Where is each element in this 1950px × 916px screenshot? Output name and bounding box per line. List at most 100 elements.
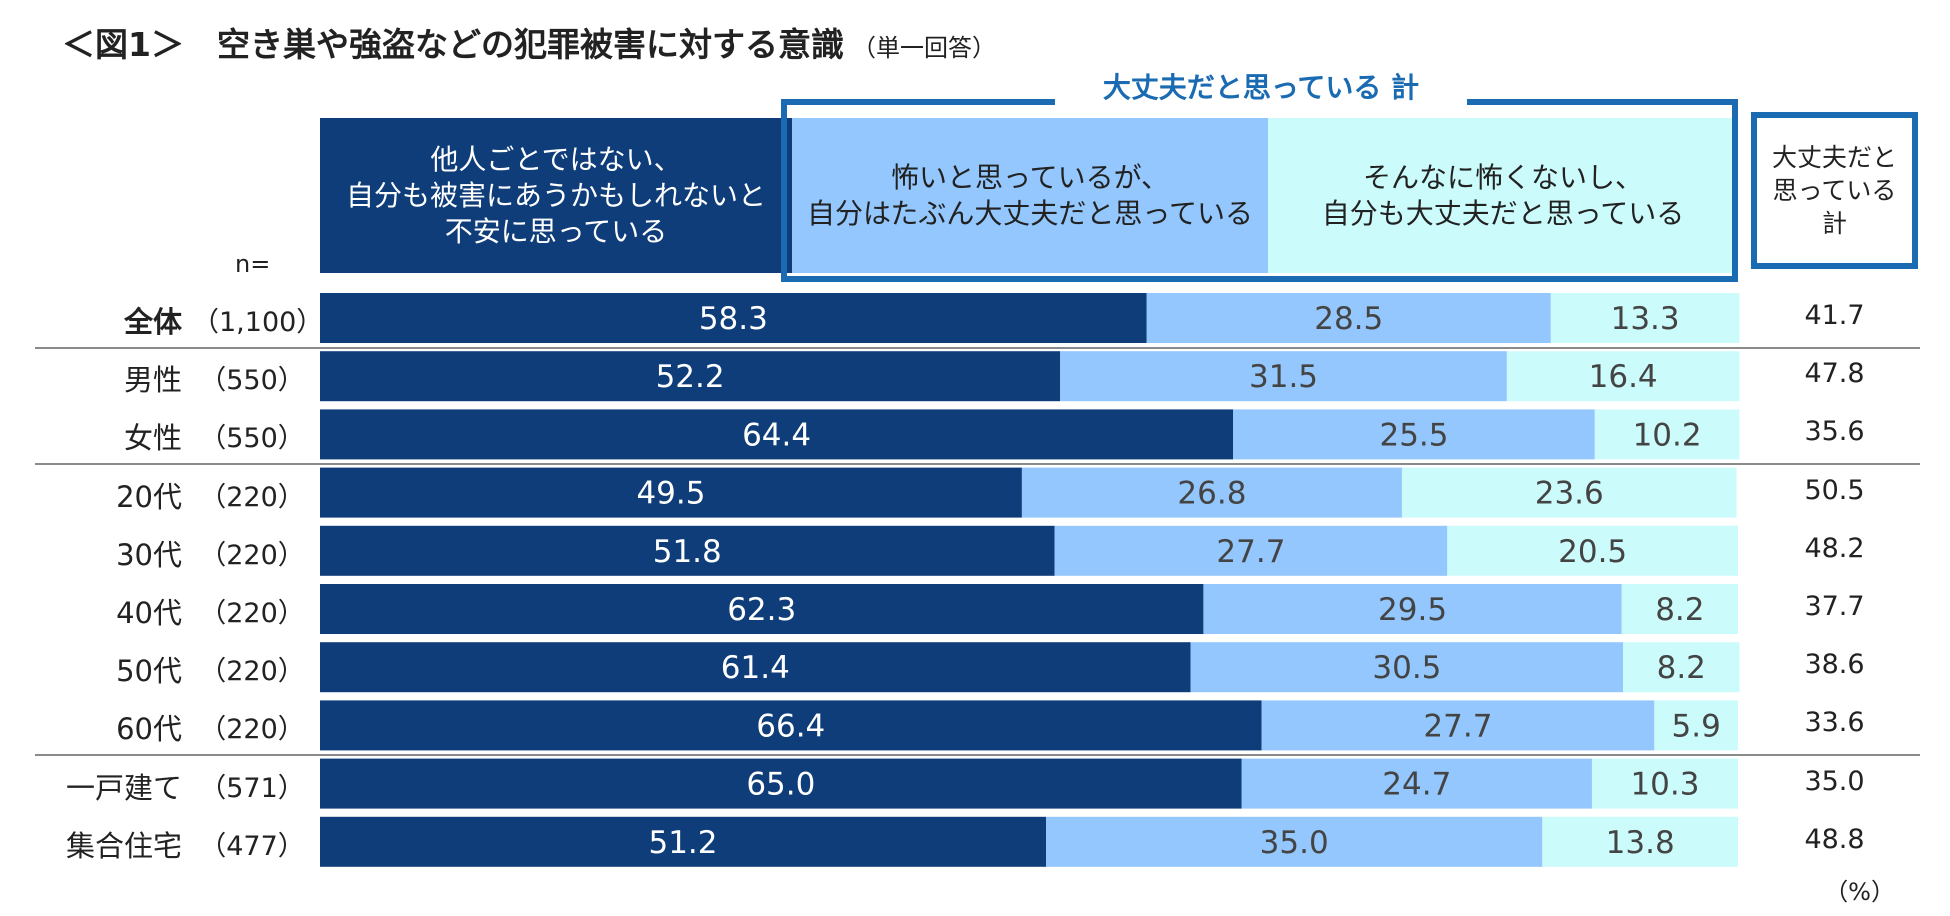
bar-segment [1046,816,1543,867]
sample-size-label: （220） [199,539,305,571]
data-label: 28.5 [1314,301,1383,337]
total-value: 37.7 [1804,591,1865,622]
data-label: 35.0 [1260,825,1329,861]
group-bracket-gap [1055,93,1467,111]
data-label: 16.4 [1589,359,1658,395]
total-value: 35.6 [1804,416,1865,448]
data-label: 13.8 [1606,825,1675,861]
sample-size-label: （477） [199,830,305,862]
bar-segment [1241,758,1592,809]
category-label: 一戸建て [65,770,182,805]
bar-segment [1447,525,1738,576]
data-label: 8.2 [1657,650,1706,686]
bar-segment [1054,525,1448,576]
sample-size-label: （220） [199,598,305,629]
total-value: 47.8 [1804,358,1865,390]
total-column-header: 大丈夫だと 思っている 計 [1751,112,1918,269]
bar-segment [320,293,1147,343]
bar-segment [1623,642,1740,693]
chart-subtitle: （単一回答） [851,34,996,62]
data-label: 66.4 [756,708,825,744]
bar-segment [1261,700,1655,751]
bar-segment [1550,293,1740,343]
total-value: 41.7 [1804,300,1865,331]
chart-title-text: ＜図1＞ 空き巣や強盗などの犯罪被害に対する意識 [62,25,844,64]
category-label: 全体 [123,305,182,339]
legend-header-series-3: そんなに怖くないし、 自分も大丈夫だと思っている [1268,118,1738,273]
data-label: 52.2 [656,359,725,395]
bar-segment [1401,467,1737,518]
bar-segment [1591,758,1738,809]
category-label: 集合住宅 [65,828,182,863]
category-label: 20代 [116,479,182,514]
data-label: 31.5 [1249,359,1318,395]
data-label: 51.2 [648,825,717,861]
row-separator [35,463,1920,466]
bar-segment [1146,293,1551,343]
data-label: 24.7 [1382,767,1451,803]
total-value: 33.6 [1804,707,1865,739]
bar-segment [320,700,1262,751]
bar-segment [1060,351,1507,402]
bar-segment [320,642,1191,693]
bar-segment [320,758,1242,809]
bar-segment [1506,351,1740,402]
row-separator [35,754,1920,757]
bar-segment [320,525,1055,576]
data-label: 23.6 [1535,476,1604,512]
bar-segment [1621,584,1738,634]
category-label: 50代 [116,654,182,689]
bar-segment [1190,642,1624,693]
legend-header-series-2: 怖いと思っているが、 自分はたぶん大丈夫だと思っている [792,118,1268,273]
data-label: 61.4 [721,650,790,686]
data-label: 5.9 [1672,708,1721,744]
category-label: 男性 [123,363,182,398]
total-value: 48.8 [1804,823,1865,855]
data-label: 27.7 [1423,708,1492,744]
total-value: 35.0 [1804,765,1865,797]
bar-segment [1203,584,1622,634]
data-label: 62.3 [727,592,796,628]
bar-segment [1594,409,1740,460]
total-value: 50.5 [1804,474,1865,506]
data-label: 26.8 [1177,476,1246,512]
data-label: 10.3 [1630,767,1699,803]
total-value: 38.6 [1804,649,1865,681]
data-label: 8.2 [1655,592,1704,628]
bar-segment [1654,700,1738,751]
bar-segment [1021,467,1402,518]
data-label: 51.8 [653,534,722,570]
bar-segment [320,351,1061,402]
sample-size-label: （220） [199,714,305,746]
sample-size-label: （220） [199,481,305,513]
data-label: 65.0 [746,767,815,803]
sample-size-label: （571） [199,772,305,804]
data-label: 13.3 [1611,301,1680,337]
data-label: 25.5 [1379,417,1448,453]
bar-segment [1233,409,1595,460]
legend-header-series-1: 他人ごとではない、 自分も被害にあうかもしれないと 不安に思っている [320,118,792,273]
group-bracket-label: 大丈夫だと思っている 計 [1102,71,1420,104]
total-value: 48.2 [1804,532,1865,564]
bar-segment [320,584,1204,634]
data-label: 64.4 [742,417,811,453]
data-label: 27.7 [1216,534,1285,570]
data-label: 10.2 [1633,417,1702,453]
sample-size-label: （220） [199,656,305,688]
chart-title: ＜図1＞ 空き巣や強盗などの犯罪被害に対する意識 （単一回答） [62,18,996,66]
data-label: 20.5 [1558,534,1627,570]
category-label: 40代 [116,596,182,630]
bar-segment [320,467,1022,518]
category-label: 60代 [116,712,182,747]
sample-size-header: n= [235,250,271,278]
data-label: 58.3 [699,301,768,337]
data-label: 29.5 [1378,592,1447,628]
category-label: 30代 [116,537,182,572]
sample-size-label: （1,100） [192,307,324,338]
bar-segment [320,816,1047,867]
sample-size-label: （550） [199,365,305,397]
sample-size-label: （550） [199,423,305,455]
unit-label: （%） [1824,878,1895,906]
bar-segment [1542,816,1738,867]
